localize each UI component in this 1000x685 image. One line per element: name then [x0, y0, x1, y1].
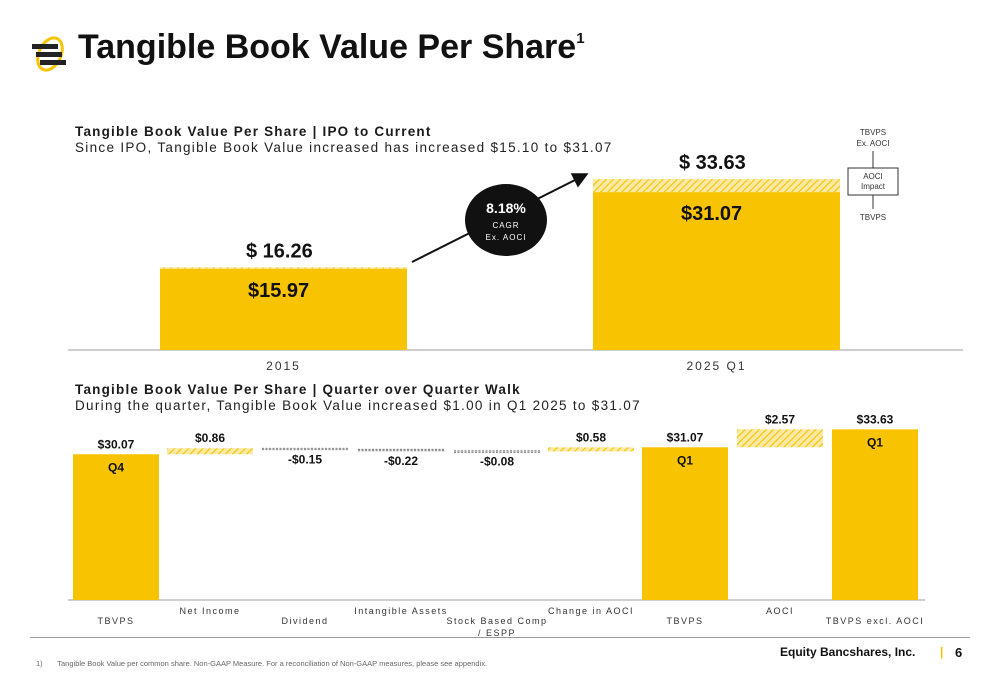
legend-box-2: Impact: [861, 182, 886, 191]
footnote-text: Tangible Book Value per common share. No…: [57, 659, 488, 668]
equity-logo-icon: [32, 36, 66, 72]
top-chart-title: Tangible Book Value Per Share | IPO to C…: [75, 124, 432, 139]
waterfall-value-7: $2.57: [765, 412, 795, 426]
waterfall-bar-5: [548, 447, 634, 452]
footnote-number: 1): [36, 659, 43, 668]
waterfall-bar-0: [73, 454, 159, 600]
top-bar-label-1: $31.07: [681, 203, 742, 225]
top-x-tick-0: 2015: [266, 359, 301, 373]
waterfall-value-8: $33.63: [857, 412, 894, 426]
waterfall-value-3: -$0.22: [384, 454, 418, 468]
waterfall-value-2: -$0.15: [288, 452, 322, 466]
bottom-x-tick-7: AOCI: [766, 606, 794, 616]
aoci-legend: TBVPS Ex. AOCI AOCI Impact TBVPS: [847, 128, 899, 222]
bottom-chart-subtitle: During the quarter, Tangible Book Value …: [75, 398, 641, 413]
page-number: 6: [955, 645, 963, 660]
company-name: Equity Bancshares, Inc.: [780, 645, 916, 659]
waterfall-inner-label-8: Q1: [867, 435, 883, 449]
waterfall-value-4: -$0.08: [480, 454, 514, 468]
top-chart-subtitle: Since IPO, Tangible Book Value increased…: [75, 140, 613, 155]
waterfall-inner-label-0: Q4: [108, 460, 124, 474]
cagr-bubble: 8.18% CAGR Ex. AOCI: [411, 173, 589, 263]
top-bar-tbvps-1: [593, 192, 840, 350]
cagr-value: 8.18%: [486, 200, 526, 216]
footnote: 1) Tangible Book Value per common share.…: [36, 659, 487, 668]
top-chart: $15.97 $ 16.26 2015 $31.07 $ 33.63 2025 Q1: [68, 152, 963, 373]
waterfall-value-0: $30.07: [98, 437, 135, 451]
top-bar-label-0: $15.97: [248, 280, 309, 302]
waterfall-value-6: $31.07: [667, 430, 704, 444]
legend-top-1: TBVPS: [860, 128, 886, 137]
waterfall-value-5: $0.58: [576, 430, 606, 444]
waterfall-bar-7: [737, 429, 823, 448]
bottom-x-tick-6: TBVPS: [666, 616, 703, 626]
legend-bottom: TBVPS: [860, 213, 886, 222]
bottom-x-tick-4-line2: / ESPP: [478, 628, 516, 638]
waterfall-bar-8: [832, 429, 918, 600]
waterfall-bar-2: [261, 447, 349, 451]
page-title-text: Tangible Book Value Per Share: [78, 28, 577, 66]
waterfall-bar-1: [167, 448, 253, 455]
top-total-label-1: $ 33.63: [679, 152, 746, 174]
top-total-label-0: $ 16.26: [246, 240, 313, 262]
waterfall-bar-3: [357, 448, 445, 452]
waterfall-bar-6: [642, 447, 728, 600]
legend-top-2: Ex. AOCI: [857, 139, 890, 148]
company-separator: |: [940, 645, 944, 659]
bottom-x-tick-5: Change in AOCI: [548, 606, 634, 616]
cagr-label: CAGR: [492, 221, 519, 230]
bottom-x-tick-2: Dividend: [281, 616, 328, 626]
top-bar-tbvps-0: [160, 268, 407, 350]
bottom-x-tick-1: Net Income: [179, 606, 240, 616]
page-title: Tangible Book Value Per Share1: [78, 28, 585, 67]
waterfall-value-1: $0.86: [195, 431, 225, 445]
bottom-x-tick-3: Intangible Assets: [354, 606, 448, 616]
cagr-bubble-bg: [465, 184, 547, 256]
waterfall-bar-4: [453, 450, 541, 453]
legend-box-1: AOCI: [863, 172, 883, 181]
top-x-tick-1: 2025 Q1: [686, 359, 746, 373]
bottom-chart-title: Tangible Book Value Per Share | Quarter …: [75, 382, 521, 397]
footer-rule: [30, 637, 970, 638]
bottom-chart: $30.07 Q4 $0.86 -$0.15 -$0.22 -$0.08 $0.58 $31.…: [68, 412, 925, 638]
top-bar-aoci-1: [593, 179, 840, 193]
top-bar-aoci-0: [160, 267, 407, 269]
waterfall-inner-label-6: Q1: [677, 453, 693, 467]
bottom-x-tick-8: TBVPS excl. AOCI: [826, 616, 925, 626]
cagr-sublabel: Ex. AOCI: [486, 233, 527, 242]
legend-box: [847, 167, 899, 196]
bottom-x-tick-4: Stock Based Comp: [446, 616, 547, 626]
title-footnote-marker: 1: [576, 30, 585, 47]
bottom-x-tick-0: TBVPS: [97, 616, 134, 626]
